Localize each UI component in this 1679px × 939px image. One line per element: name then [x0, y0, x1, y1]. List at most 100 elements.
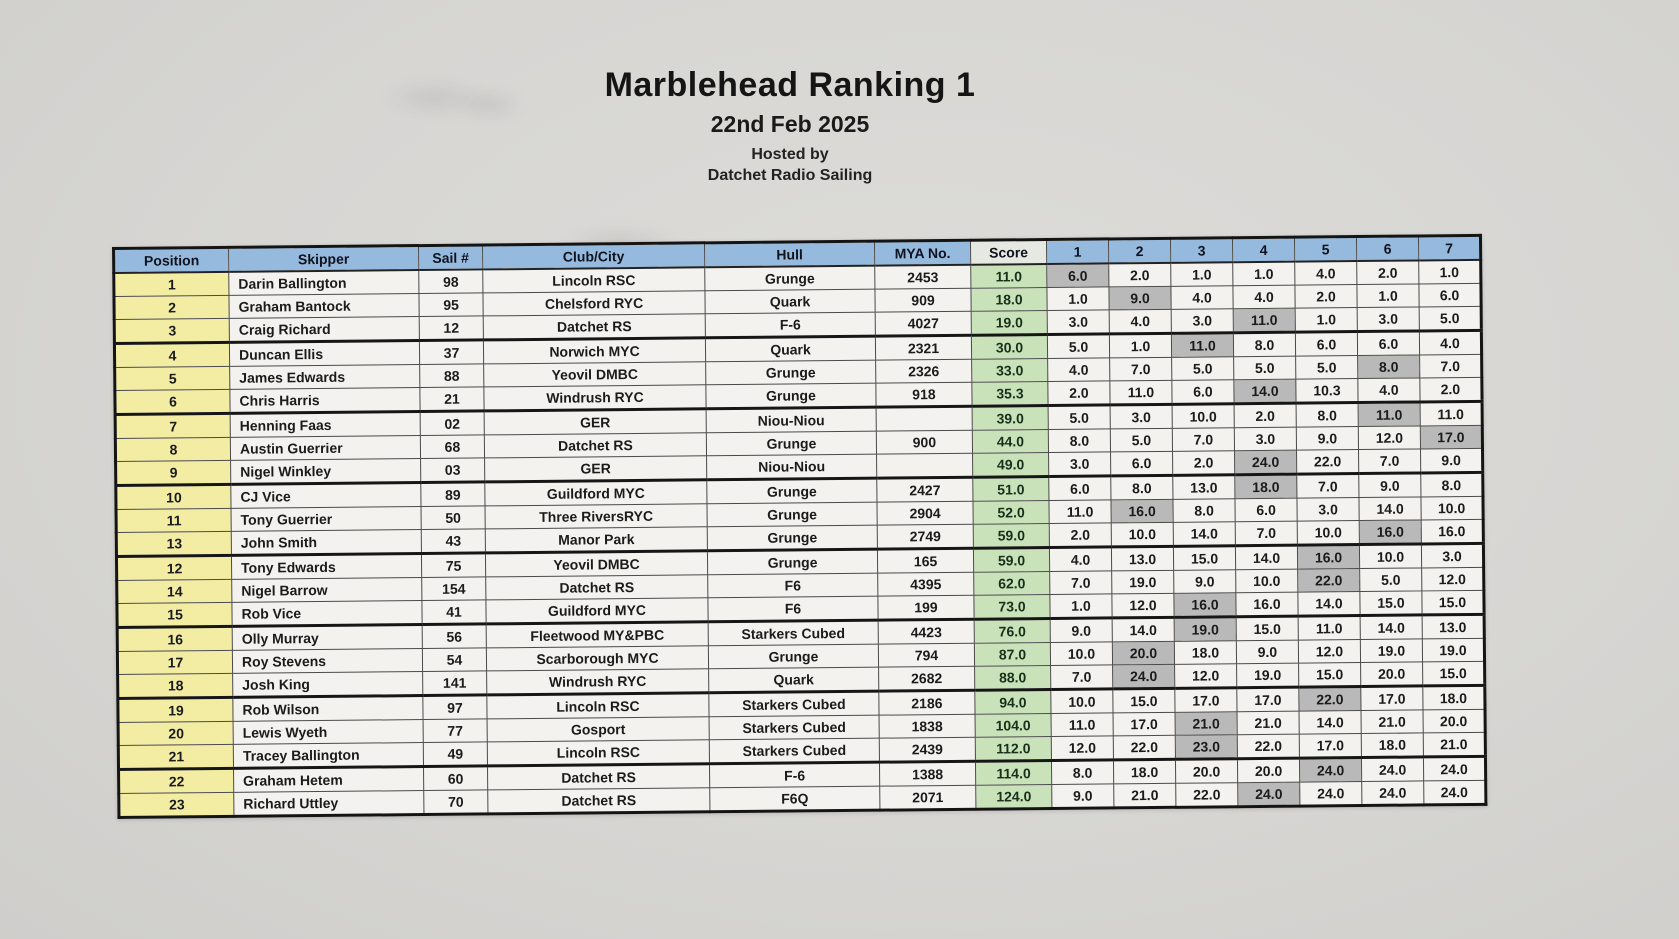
race-score-cell: 2.0	[1234, 403, 1297, 428]
skipper-cell: Nigel Barrow	[231, 577, 422, 603]
race-score-cell: 13.0	[1111, 546, 1174, 571]
race-score-cell: 12.0	[1421, 567, 1484, 591]
sail-number-cell: 89	[420, 481, 486, 507]
race-score-cell: 14.0	[1297, 591, 1361, 617]
hull-cell: Quark	[708, 667, 879, 693]
race-score-cell: 16.0	[1110, 499, 1174, 523]
sail-number-cell: 03	[420, 457, 485, 483]
club-cell: Lincoln RSC	[486, 692, 710, 719]
race-score-cell: 19.0	[1174, 616, 1237, 642]
mya-number-cell: 2186	[878, 690, 976, 716]
hull-cell: Starkers Cubed	[708, 620, 879, 646]
skipper-cell: CJ Vice	[230, 482, 422, 509]
mya-number-cell: 2749	[877, 524, 974, 550]
race-score-cell: 17.0	[1420, 425, 1483, 449]
race-score-cell: 17.0	[1236, 687, 1300, 712]
mya-number-cell: 909	[874, 288, 972, 313]
race-score-cell: 24.0	[1299, 781, 1362, 807]
race-score-cell: 19.0	[1360, 638, 1423, 663]
race-score-cell: 5.0	[1419, 306, 1482, 331]
column-header: 3	[1170, 237, 1233, 263]
race-score-cell: 7.0	[1050, 664, 1113, 690]
sail-number-cell: 75	[421, 552, 486, 578]
race-score-cell: 9.0	[1420, 448, 1483, 473]
skipper-cell: James Edwards	[229, 364, 420, 390]
race-score-cell: 8.0	[1296, 402, 1359, 428]
column-header: 6	[1356, 235, 1419, 262]
race-score-cell: 11.0	[1109, 380, 1173, 405]
race-score-cell: 11.0	[1358, 401, 1421, 427]
race-score-cell: 2.0	[1049, 522, 1112, 548]
hull-cell: Grunge	[707, 525, 878, 551]
race-score-cell: 4.0	[1419, 330, 1482, 355]
score-cell: 76.0	[974, 618, 1051, 644]
race-score-cell: 6.0	[1234, 498, 1298, 522]
race-score-cell: 4.0	[1357, 377, 1421, 403]
hull-cell: Grunge	[707, 549, 878, 575]
hull-cell: Grunge	[706, 431, 877, 456]
skipper-cell: Olly Murray	[232, 624, 423, 651]
hull-cell: F6	[707, 596, 879, 622]
column-header: 4	[1232, 237, 1295, 263]
club-cell: Norwich MYC	[483, 337, 706, 364]
mya-number-cell: 900	[876, 430, 973, 455]
race-score-cell: 22.0	[1298, 686, 1362, 712]
mya-number-cell: 2904	[876, 501, 974, 526]
results-sheet: Position Skipper Sail # Club/City Hull MYA No…	[112, 233, 1488, 819]
race-score-cell: 24.0	[1361, 780, 1424, 806]
sail-number-cell: 50	[421, 505, 486, 530]
race-score-cell: 14.0	[1299, 710, 1362, 735]
score-cell: 52.0	[972, 500, 1050, 525]
hull-cell: F-6	[705, 312, 876, 338]
race-score-cell: 1.0	[1295, 307, 1358, 333]
race-score-cell: 13.0	[1172, 474, 1235, 500]
title-block: Marblehead Ranking 1 22nd Feb 2025 Hoste…	[0, 66, 1580, 185]
club-cell: Datchet RS	[484, 432, 707, 458]
mya-number-cell: 794	[878, 643, 975, 668]
race-score-cell: 14.0	[1235, 545, 1298, 570]
results-table: Position Skipper Sail # Club/City Hull MYA No…	[112, 233, 1488, 819]
race-score-cell: 16.0	[1359, 519, 1422, 545]
race-score-cell: 6.0	[1357, 330, 1420, 356]
race-score-cell: 19.0	[1422, 638, 1485, 662]
race-score-cell: 9.0	[1173, 569, 1236, 594]
race-score-cell: 19.0	[1236, 663, 1299, 688]
score-cell: 11.0	[970, 264, 1047, 289]
hull-cell: F-6	[709, 762, 880, 788]
sail-number-cell: 21	[419, 386, 485, 412]
club-cell: Manor Park	[485, 526, 708, 553]
race-score-cell: 11.0	[1051, 712, 1114, 737]
score-cell: 49.0	[972, 452, 1049, 478]
skipper-cell: Josh King	[232, 671, 423, 698]
race-score-cell: 24.0	[1234, 450, 1297, 475]
race-score-cell: 4.0	[1049, 546, 1112, 572]
hull-cell: Niou-Niou	[706, 407, 877, 433]
skipper-cell: John Smith	[231, 529, 422, 556]
skipper-cell: Henning Faas	[230, 411, 421, 438]
race-score-cell: 10.0	[1235, 569, 1298, 593]
position-cell: 7	[115, 413, 231, 439]
race-score-cell: 4.0	[1170, 285, 1234, 310]
race-score-cell: 20.0	[1237, 758, 1300, 783]
race-score-cell: 8.0	[1172, 498, 1236, 523]
club-cell: Scarborough MYC	[486, 645, 709, 671]
position-cell: 5	[114, 366, 230, 391]
race-score-cell: 9.0	[1050, 617, 1113, 643]
race-score-cell: 15.0	[1112, 688, 1176, 713]
host-name: Datchet Radio Sailing	[707, 167, 873, 184]
score-cell: 59.0	[973, 523, 1050, 549]
sail-number-cell: 02	[420, 410, 485, 436]
mya-number-cell: 2321	[875, 335, 972, 361]
race-score-cell: 20.0	[1423, 709, 1486, 733]
sail-number-cell: 41	[421, 599, 487, 625]
column-header: 2	[1108, 238, 1171, 264]
race-score-cell: 17.0	[1113, 712, 1176, 736]
race-score-cell: 3.0	[1110, 404, 1173, 429]
race-score-cell: 6.0	[1048, 475, 1111, 501]
race-score-cell: 1.0	[1232, 261, 1295, 286]
club-cell: Lincoln RSC	[487, 739, 710, 766]
race-score-cell: 3.0	[1048, 451, 1111, 477]
hull-cell: Grunge	[705, 360, 876, 385]
race-score-cell: 9.0	[1108, 286, 1172, 310]
